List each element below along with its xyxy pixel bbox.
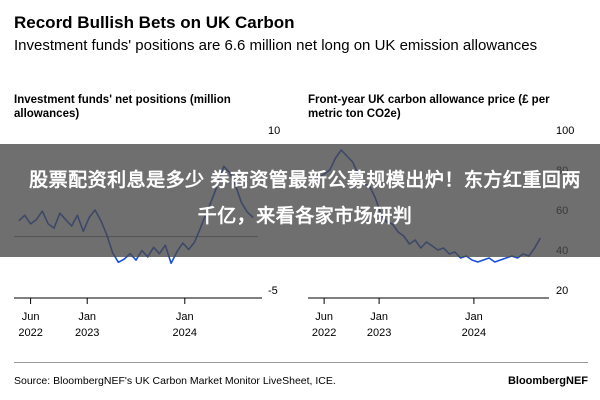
right-panel-title: Front-year UK carbon allowance price (£ … — [308, 94, 550, 120]
x-tick-label-year: 2022 — [312, 327, 336, 339]
x-tick-label-month: Jun — [315, 311, 333, 323]
overlay-banner — [0, 144, 600, 257]
source-note: Source: BloombergNEF's UK Carbon Market … — [14, 375, 336, 387]
x-tick-label-year: 2024 — [173, 327, 197, 339]
y-tick-label: 100 — [556, 125, 574, 137]
y-tick-label: 20 — [556, 285, 568, 297]
y-tick-label: 10 — [268, 125, 280, 137]
chart-subtitle: Investment funds' positions are 6.6 mill… — [14, 37, 538, 54]
left-panel-title: Investment funds' net positions (million… — [14, 94, 231, 120]
overlay-text: 股票配资利息是多少 券商资管最新公募规模出炉！东方红重回两千亿，来看各家市场研判 — [29, 170, 581, 227]
x-tick-label-month: Jan — [370, 311, 388, 323]
x-tick-label-year: 2024 — [462, 327, 486, 339]
x-tick-label-year: 2023 — [367, 327, 391, 339]
x-tick-label-month: Jun — [22, 311, 40, 323]
x-tick-label-year: 2023 — [75, 327, 99, 339]
x-tick-label-month: Jan — [78, 311, 96, 323]
x-tick-label-month: Jan — [176, 311, 194, 323]
footer-divider — [14, 362, 588, 363]
chart-title: Record Bullish Bets on UK Carbon — [14, 13, 295, 32]
x-tick-label-month: Jan — [465, 311, 483, 323]
y-tick-label: -5 — [268, 285, 278, 297]
brand-logo-text: BloombergNEF — [507, 375, 588, 387]
x-tick-label-year: 2022 — [18, 327, 42, 339]
